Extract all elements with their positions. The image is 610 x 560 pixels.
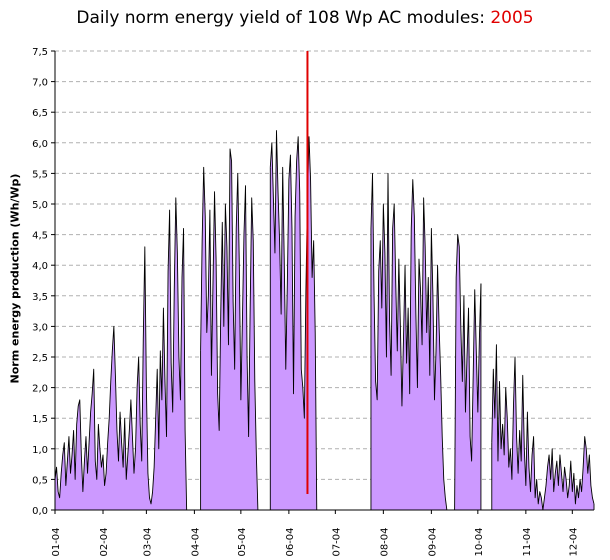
- y-tick-label: 0,5: [32, 475, 48, 486]
- chart-title-year: 2005: [490, 8, 534, 28]
- x-tick-label: 08-04: [379, 527, 390, 556]
- x-tick-label: 12-04: [568, 527, 579, 556]
- x-tick-labels: 01-04 02-04 03-04 04-04 05-04 06-04 07-04 08-04…: [51, 527, 579, 556]
- y-tick-label: 6,5: [32, 108, 48, 119]
- y-tick-label: 3,5: [32, 292, 48, 303]
- y-tick-label: 1,5: [32, 414, 48, 425]
- x-tick-label: 05-04: [237, 527, 248, 556]
- series-line-2: [269, 130, 319, 511]
- y-tick-label: 1,0: [32, 445, 48, 456]
- y-tick-label: 7,0: [32, 78, 48, 89]
- x-tick-label: 07-04: [331, 527, 342, 556]
- x-tick-label: 10-04: [474, 527, 485, 556]
- x-tick-label: 03-04: [142, 527, 153, 556]
- x-tick-label: 11-04: [522, 527, 533, 556]
- x-tick-label: 09-04: [427, 527, 438, 556]
- x-tick-label: 02-04: [99, 527, 110, 556]
- x-tick-label: 01-04: [51, 527, 62, 556]
- series-line-3: [370, 172, 482, 511]
- y-tick-label: 2,0: [32, 384, 48, 395]
- chart-title-text: Daily norm energy yield of 108 Wp AC mod…: [76, 8, 491, 28]
- y-tick-label: 0,0: [32, 506, 48, 517]
- y-tick-label: 5,0: [32, 200, 48, 211]
- x-tick-label: 06-04: [285, 527, 296, 556]
- y-tick-label: 6,0: [32, 139, 48, 150]
- series-group: [54, 130, 595, 511]
- series-area-3: [370, 173, 481, 510]
- series-area-4: [491, 344, 594, 510]
- y-tick-label: 4,5: [32, 231, 48, 242]
- y-tick-label: 7,5: [32, 47, 48, 58]
- y-tick-label: 5,5: [32, 169, 48, 180]
- axes: [51, 50, 594, 514]
- y-tick-label: 4,0: [32, 261, 48, 272]
- series-line-1: [200, 148, 260, 511]
- chart-title: Daily norm energy yield of 108 Wp AC mod…: [0, 8, 610, 28]
- y-tick-label: 3,0: [32, 322, 48, 333]
- series-line-0: [54, 197, 188, 511]
- y-tick-labels: 0,0 0,5 1,0 1,5 2,0 2,5 3,0 3,5 4,0 4,5 5,0 5,5 6,0 6…: [32, 47, 48, 517]
- x-tick-label: 04-04: [190, 527, 201, 556]
- y-tick-label: 2,5: [32, 353, 48, 364]
